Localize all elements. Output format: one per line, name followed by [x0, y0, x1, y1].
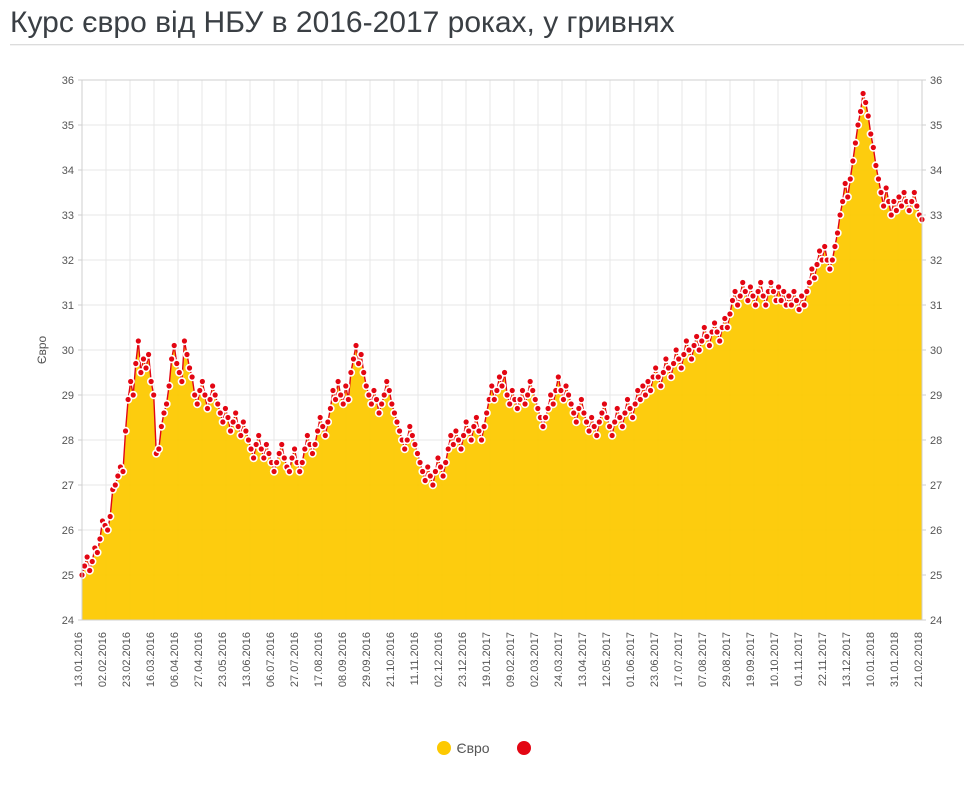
svg-text:10.10.2017: 10.10.2017 [769, 632, 781, 687]
svg-text:22.11.2017: 22.11.2017 [817, 632, 829, 686]
svg-text:29: 29 [62, 390, 74, 402]
svg-text:21.02.2018: 21.02.2018 [913, 632, 925, 687]
legend-label-area: Євро [457, 740, 490, 756]
title-divider [10, 44, 964, 45]
svg-text:33: 33 [62, 210, 74, 222]
svg-text:02.03.2017: 02.03.2017 [529, 632, 541, 687]
svg-text:31: 31 [930, 300, 942, 312]
svg-text:10.01.2018: 10.01.2018 [865, 632, 877, 687]
svg-text:01.06.2017: 01.06.2017 [625, 632, 637, 687]
svg-text:23.06.2017: 23.06.2017 [649, 632, 661, 687]
svg-text:28: 28 [930, 435, 942, 447]
chart-svg: 24 24 25 25 26 26 27 27 28 28 29 29 30 30 31 31 32 32 33 33… [32, 70, 964, 730]
svg-text:26: 26 [62, 525, 74, 537]
svg-text:25: 25 [930, 570, 942, 582]
svg-text:11.11.2016: 11.11.2016 [409, 632, 421, 685]
svg-text:25: 25 [62, 570, 74, 582]
svg-text:13.06.2016: 13.06.2016 [241, 632, 253, 687]
svg-text:33: 33 [930, 210, 942, 222]
svg-text:27.07.2016: 27.07.2016 [289, 632, 301, 687]
svg-text:06.07.2016: 06.07.2016 [265, 632, 277, 687]
svg-text:13.04.2017: 13.04.2017 [577, 632, 589, 687]
svg-text:27: 27 [62, 480, 74, 492]
svg-text:34: 34 [930, 165, 942, 177]
svg-text:32: 32 [930, 255, 942, 267]
svg-text:35: 35 [62, 120, 74, 132]
svg-text:23.02.2016: 23.02.2016 [121, 632, 133, 687]
svg-text:24: 24 [62, 615, 74, 627]
legend-item-marker [517, 741, 537, 755]
svg-text:06.04.2016: 06.04.2016 [169, 632, 181, 687]
svg-text:30: 30 [62, 345, 74, 357]
svg-text:19.01.2017: 19.01.2017 [481, 632, 493, 687]
svg-text:36: 36 [62, 75, 74, 87]
svg-text:16.03.2016: 16.03.2016 [145, 632, 157, 687]
svg-text:26: 26 [930, 525, 942, 537]
svg-text:23.05.2016: 23.05.2016 [217, 632, 229, 687]
svg-text:21.10.2016: 21.10.2016 [385, 632, 397, 687]
svg-text:Євро: Євро [35, 336, 49, 365]
svg-text:27.04.2016: 27.04.2016 [193, 632, 205, 687]
svg-text:07.08.2017: 07.08.2017 [697, 632, 709, 687]
legend-item-area: Євро [437, 740, 490, 756]
svg-text:23.12.2016: 23.12.2016 [457, 632, 469, 687]
svg-text:24.03.2017: 24.03.2017 [553, 632, 565, 687]
svg-text:09.02.2017: 09.02.2017 [505, 632, 517, 687]
svg-text:28: 28 [62, 435, 74, 447]
svg-text:27: 27 [930, 480, 942, 492]
svg-text:31: 31 [62, 300, 74, 312]
svg-text:17.07.2017: 17.07.2017 [673, 632, 685, 687]
svg-text:29: 29 [930, 390, 942, 402]
svg-text:36: 36 [930, 75, 942, 87]
svg-text:17.08.2016: 17.08.2016 [313, 632, 325, 687]
svg-text:19.09.2017: 19.09.2017 [745, 632, 757, 687]
svg-text:30: 30 [930, 345, 942, 357]
chart-area: 24 24 25 25 26 26 27 27 28 28 29 29 30 30 31 31 32 32 33 33… [32, 70, 964, 730]
svg-text:02.02.2016: 02.02.2016 [97, 632, 109, 687]
svg-text:35: 35 [930, 120, 942, 132]
svg-text:29.09.2016: 29.09.2016 [361, 632, 373, 687]
svg-text:29.08.2017: 29.08.2017 [721, 632, 733, 687]
svg-text:24: 24 [930, 615, 942, 627]
svg-text:13.01.2016: 13.01.2016 [73, 632, 85, 687]
svg-text:32: 32 [62, 255, 74, 267]
chart-title: Курс євро від НБУ в 2016-2017 роках, у г… [0, 0, 974, 44]
svg-text:13.12.2017: 13.12.2017 [841, 632, 853, 687]
legend-swatch-marker [517, 741, 531, 755]
svg-text:08.09.2016: 08.09.2016 [337, 632, 349, 687]
legend-swatch-area [437, 741, 451, 755]
svg-text:34: 34 [62, 165, 74, 177]
legend: Євро [0, 740, 974, 758]
svg-text:01.11.2017: 01.11.2017 [793, 632, 805, 686]
svg-text:31.01.2018: 31.01.2018 [889, 632, 901, 687]
svg-text:12.05.2017: 12.05.2017 [601, 632, 613, 687]
svg-text:02.12.2016: 02.12.2016 [433, 632, 445, 687]
